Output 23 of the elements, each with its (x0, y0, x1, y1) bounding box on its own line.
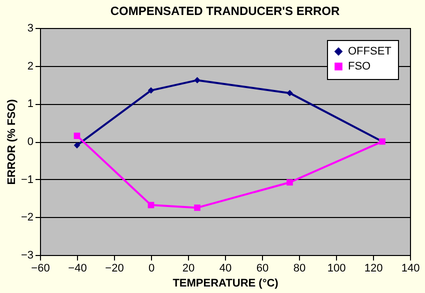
y-tick-label: −2 (20, 212, 34, 224)
x-tick-label: 0 (148, 262, 155, 274)
x-tick-label: 80 (293, 262, 306, 274)
y-tick-label: 1 (27, 98, 34, 110)
y-tick-label: 3 (27, 22, 34, 34)
y-tick-label: −1 (20, 174, 34, 186)
y-axis-title: ERROR (% FSO) (6, 98, 18, 185)
x-tick-label: 140 (401, 262, 420, 274)
legend-label: FSO (348, 60, 372, 72)
x-tick-label: 20 (182, 262, 195, 274)
y-tick-label: 0 (27, 136, 34, 148)
y-tick-label: 2 (27, 60, 34, 72)
x-tick-label: 60 (256, 262, 269, 274)
legend-label: OFFSET (348, 46, 392, 58)
x-tick-label: 100 (327, 262, 346, 274)
x-tick-label: 120 (364, 262, 383, 274)
chart-title: COMPENSATED TRANDUCER'S ERROR (110, 4, 340, 18)
x-axis-title: TEMPERATURE (°C) (172, 278, 279, 290)
y-tick-label: −3 (20, 250, 34, 262)
x-tick-label: −60 (31, 262, 50, 274)
x-tick-label: 40 (219, 262, 232, 274)
x-tick-label: −20 (105, 262, 124, 274)
x-tick-label: −40 (68, 262, 87, 274)
